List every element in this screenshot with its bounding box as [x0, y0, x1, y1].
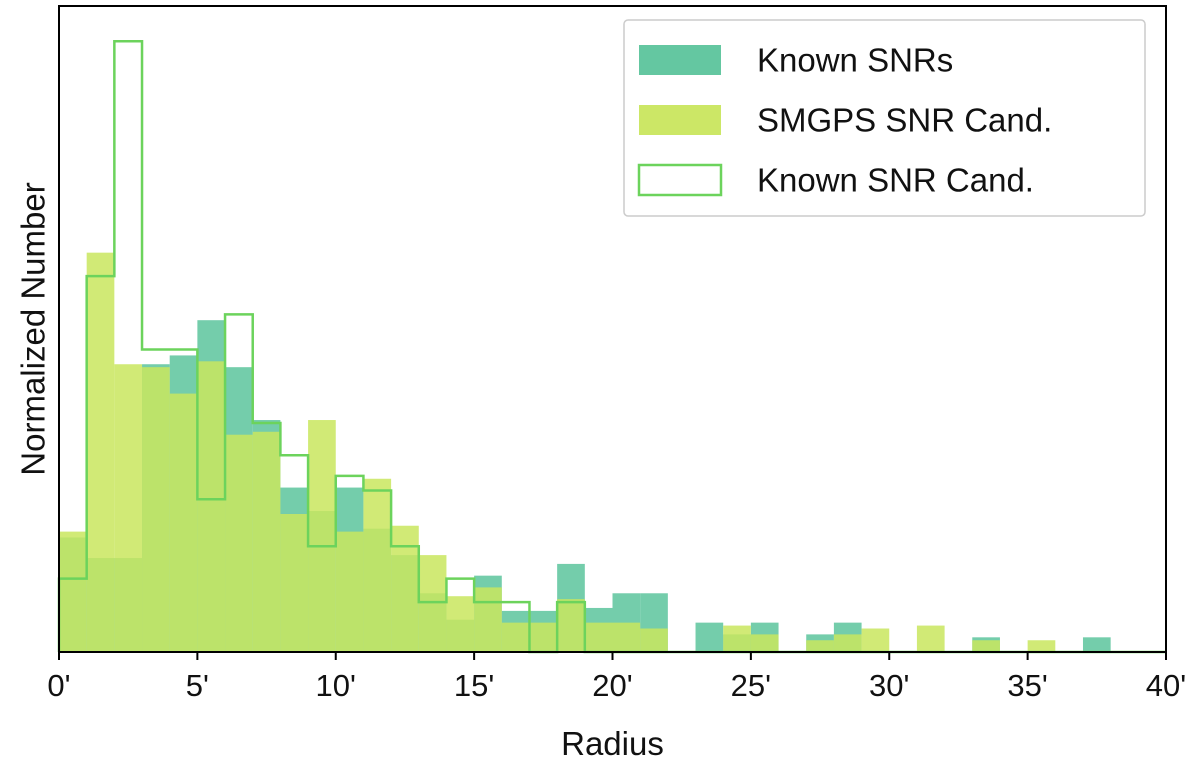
x-tick-label: 20' — [592, 668, 632, 703]
bar-smgps-snr-cand-bin-24 — [723, 625, 751, 652]
bar-smgps-snr-cand-bin-8 — [280, 513, 309, 652]
bar-smgps-snr-cand-bin-28 — [833, 634, 862, 652]
bar-smgps-snr-cand-bin-19 — [584, 622, 613, 652]
bar-smgps-snr-cand-bin-27 — [806, 640, 834, 652]
x-tick-label: 15' — [454, 668, 494, 703]
bar-smgps-snr-cand-bin-2 — [114, 364, 143, 652]
bar-smgps-snr-cand-bin-3 — [142, 367, 170, 652]
x-tick-label: 35' — [1007, 668, 1047, 703]
bar-smgps-snr-cand-bin-33 — [972, 640, 1000, 652]
bar-smgps-snr-cand-bin-5 — [197, 361, 226, 652]
bar-smgps-snr-cand-bin-13 — [418, 555, 447, 652]
legend-box — [623, 19, 1146, 217]
bar-smgps-snr-cand-bin-29 — [861, 628, 890, 652]
bar-smgps-snr-cand-bin-6 — [225, 434, 253, 652]
bar-smgps-snr-cand-bin-20 — [612, 622, 641, 652]
bar-known-snrs-bin-37 — [1082, 637, 1111, 652]
bar-smgps-snr-cand-bin-12 — [391, 525, 419, 652]
x-tick-label: 40' — [1146, 668, 1186, 703]
bar-smgps-snr-cand-bin-18 — [557, 599, 585, 652]
legend-swatch-smgps-snr-cand — [639, 105, 721, 135]
bar-smgps-snr-cand-bin-14 — [446, 596, 475, 652]
bar-smgps-snr-cand-bin-7 — [252, 431, 281, 652]
bar-smgps-snr-cand-bin-0 — [59, 531, 87, 652]
bar-smgps-snr-cand-bin-17 — [529, 622, 558, 652]
bar-smgps-snr-cand-bin-1 — [86, 252, 115, 652]
y-axis-label: Normalized Number — [15, 182, 52, 475]
bar-smgps-snr-cand-bin-15 — [474, 587, 502, 652]
bar-known-snrs-bin-23 — [695, 622, 724, 652]
bar-smgps-snr-cand-bin-11 — [363, 478, 392, 652]
x-tick-label: 5' — [186, 668, 209, 703]
bar-smgps-snr-cand-bin-35 — [1027, 640, 1056, 652]
x-tick-label: 0' — [47, 668, 70, 703]
x-tick-label: 30' — [869, 668, 909, 703]
legend-swatch-known-snrs — [639, 45, 721, 75]
bar-smgps-snr-cand-bin-9 — [308, 420, 336, 652]
legend-label-known-snrs: Known SNRs — [757, 42, 953, 79]
legend: Known SNRs SMGPS SNR Cand. Known SNR Can… — [623, 19, 1146, 217]
legend-label-smgps-snr-cand: SMGPS SNR Cand. — [757, 102, 1052, 139]
bar-smgps-snr-cand-bin-16 — [501, 622, 530, 652]
bars-layer — [59, 252, 1111, 652]
x-axis-label: Radius — [561, 725, 664, 762]
legend-label-known-snr-cand: Known SNR Cand. — [757, 162, 1034, 199]
bar-smgps-snr-cand-bin-31 — [916, 625, 945, 652]
bar-smgps-snr-cand-bin-10 — [335, 531, 364, 652]
bar-smgps-snr-cand-bin-25 — [750, 634, 779, 652]
legend-swatch-known-snr-cand — [637, 163, 723, 197]
bar-smgps-snr-cand-bin-21 — [640, 628, 668, 652]
x-tick-label: 10' — [316, 668, 356, 703]
x-tick-label: 25' — [731, 668, 771, 703]
x-axis-ticks: 0' 5' 10' 15' 20' 25' 30' 35' 40' — [47, 652, 1186, 703]
bar-smgps-snr-cand-bin-4 — [169, 393, 198, 652]
